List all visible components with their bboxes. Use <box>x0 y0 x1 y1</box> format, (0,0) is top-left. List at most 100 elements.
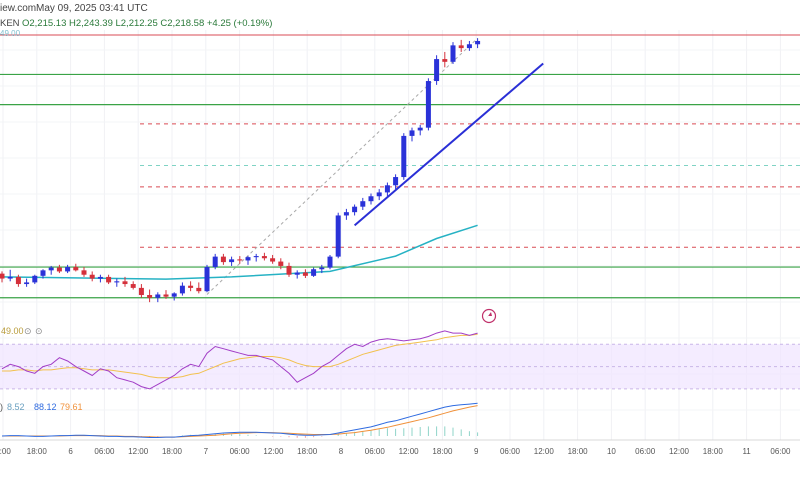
candle-body <box>319 267 325 270</box>
time-axis-label: 06:00 <box>94 447 115 456</box>
candle-body <box>270 258 276 262</box>
macd-line <box>1 402 478 438</box>
header-exchange: KEN <box>0 18 20 29</box>
candle-body <box>48 267 54 271</box>
time-axis-label: 18:00 <box>568 447 589 456</box>
rsi-line <box>1 330 478 390</box>
macd-prefix: ) <box>0 402 3 412</box>
candle-body <box>434 59 440 82</box>
candle-body <box>475 40 481 45</box>
candle-body <box>261 256 267 259</box>
macd-panel <box>1 402 479 438</box>
time-axis-label: 18:00 <box>432 447 453 456</box>
time-axis-label: 18:00 <box>162 447 183 456</box>
candle-body <box>220 256 226 263</box>
candle-body <box>442 59 448 62</box>
rsi-panel <box>0 330 800 390</box>
drawn-lines <box>1 37 544 295</box>
candle-body <box>368 196 374 202</box>
candle-body <box>40 270 46 276</box>
candle-body <box>311 269 317 276</box>
projection-line <box>206 37 478 295</box>
time-axis-label: 06:00 <box>230 447 251 456</box>
candle-body <box>56 267 62 272</box>
candle-body <box>89 274 95 279</box>
time-axis-label: 12:00 <box>669 447 690 456</box>
candle-body <box>15 276 21 285</box>
candle-body <box>212 256 218 268</box>
candle-body <box>450 45 456 62</box>
candle-body <box>384 185 390 193</box>
candle-body <box>32 275 38 283</box>
rsi-ma-line <box>2 333 478 379</box>
candle-body <box>229 259 235 263</box>
price-tag: 49.00 <box>0 29 21 38</box>
candle-body <box>106 276 112 283</box>
candle-body <box>130 284 136 288</box>
header-date: May 09, 2025 03:41 UTC <box>36 3 148 14</box>
candle-body <box>24 282 30 285</box>
rsi-eye-icon[interactable]: ⊙ <box>24 326 32 336</box>
candle-body <box>278 261 284 266</box>
candle-body <box>393 177 399 186</box>
time-axis-label: 06:00 <box>770 447 791 456</box>
candle-body <box>204 267 210 292</box>
time-axis-label: 12:00 <box>534 447 555 456</box>
candle-body <box>466 44 472 49</box>
time-axis-label: 0:00 <box>0 447 11 456</box>
candles <box>0 38 481 303</box>
candle-body <box>327 256 333 268</box>
candle-body <box>360 201 366 207</box>
candle-body <box>196 287 202 292</box>
replay-icon[interactable] <box>481 308 497 324</box>
candle-body <box>122 281 128 285</box>
time-axis-label: 18:00 <box>297 447 318 456</box>
candle-body <box>352 206 358 213</box>
candle-body <box>417 127 423 131</box>
candle-body <box>253 256 259 258</box>
ema-line <box>1 224 478 280</box>
horizontal-levels <box>0 34 800 299</box>
time-axis-label: 06:00 <box>365 447 386 456</box>
rsi-settings-icon[interactable]: ⊙ <box>35 326 43 336</box>
candle-body <box>81 270 87 275</box>
candle-body <box>245 257 251 261</box>
time-axis-label: 12:00 <box>263 447 284 456</box>
candle-body <box>7 276 13 279</box>
rsi-value-label: 49.00 <box>1 326 24 336</box>
time-axis-label: 06:00 <box>500 447 521 456</box>
candle-body <box>376 192 382 197</box>
candle-body <box>401 135 407 178</box>
candle-body <box>163 294 169 297</box>
candle-body <box>0 273 5 279</box>
time-axis-label: 6 <box>68 447 73 456</box>
candle-body <box>138 287 144 296</box>
macd-value-3: 79.61 <box>60 402 83 412</box>
time-axis-label: 10 <box>607 447 616 456</box>
candle-body <box>343 212 349 216</box>
time-axis-label: 7 <box>204 447 209 456</box>
candle-body <box>65 267 71 272</box>
candle-body <box>114 281 120 283</box>
macd-value-2: 88.12 <box>34 402 57 412</box>
time-axis-label: 9 <box>474 447 479 456</box>
candle-body <box>237 259 243 261</box>
header-ohlc: O2,215.13 H2,243.39 L2,212.25 C2,218.58 … <box>22 18 272 29</box>
candle-body <box>294 272 300 275</box>
candle-body <box>458 45 464 49</box>
macd-value-1: 8.52 <box>7 402 25 412</box>
time-axis-label: 11 <box>742 447 751 456</box>
candle-body <box>409 130 415 136</box>
time-axis-label: 8 <box>339 447 344 456</box>
header-source: iew.com <box>0 3 36 14</box>
time-axis-label: 12:00 <box>399 447 420 456</box>
candle-body <box>179 285 185 294</box>
bullish-trend-line <box>353 62 544 227</box>
time-axis-label: 18:00 <box>703 447 724 456</box>
candle-body <box>188 285 194 288</box>
candle-body <box>425 81 431 128</box>
candle-body <box>302 272 308 276</box>
